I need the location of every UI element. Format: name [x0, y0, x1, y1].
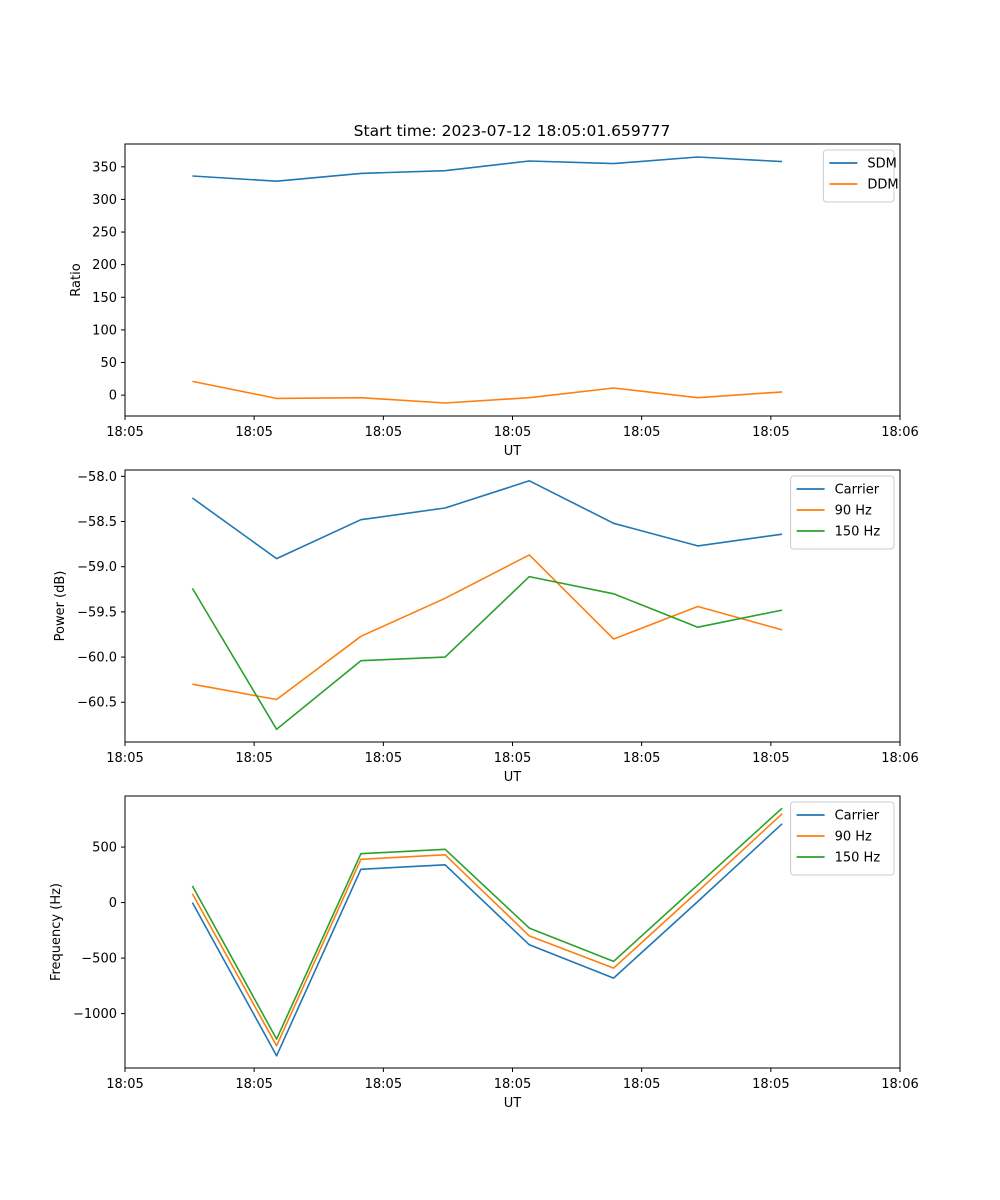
- series-line-sdm: [192, 156, 783, 182]
- x-tick-label: 18:05: [365, 425, 402, 440]
- x-tick-label: 18:05: [106, 425, 143, 440]
- legend-label: 150 Hz: [835, 851, 881, 866]
- y-tick-label: −60.0: [77, 651, 117, 666]
- y-axis-label: Frequency (Hz): [49, 883, 64, 981]
- series-line-carrier: [191, 479, 783, 560]
- y-tick-label: 250: [92, 226, 117, 241]
- y-tick-label: 0: [109, 896, 117, 911]
- axes-frame: [124, 143, 901, 417]
- series-line-90-hz: [191, 813, 783, 1047]
- x-tick-label: 18:05: [365, 751, 402, 766]
- x-tick-label: 18:05: [235, 751, 272, 766]
- y-axis-label: Ratio: [69, 263, 84, 296]
- legend-label: DDM: [867, 178, 898, 193]
- x-tick-label: 18:05: [752, 751, 789, 766]
- legend: Carrier 90 Hz 150 Hz: [790, 801, 895, 876]
- legend-label: 90 Hz: [835, 504, 872, 519]
- x-tick-label: 18:05: [623, 1077, 660, 1092]
- y-tick-label: −60.5: [77, 696, 117, 711]
- legend-label: Carrier: [835, 483, 880, 498]
- series-line-carrier: [191, 823, 783, 1057]
- x-tick-label: 18:05: [235, 1077, 272, 1092]
- chart-panel-2: 18:05 18:05 18:05 18:05 18:05 18:05 18:06 −60.5…: [53, 469, 919, 785]
- y-tick-label: −58.5: [77, 515, 117, 530]
- x-axis-label: UT: [504, 770, 522, 785]
- legend-label: 90 Hz: [835, 830, 872, 845]
- y-tick-label: 200: [92, 258, 117, 273]
- axes-frame: [124, 795, 901, 1069]
- x-tick-label: 18:05: [106, 1077, 143, 1092]
- y-tick-label: −58.0: [77, 470, 117, 485]
- x-tick-label: 18:05: [235, 425, 272, 440]
- x-tick-label: 18:06: [881, 425, 918, 440]
- x-tick-label: 18:05: [752, 425, 789, 440]
- series-line-90-hz: [192, 554, 783, 701]
- chart-panel-1: 18:05 18:05 18:05 18:05 18:05 18:05 18:06 0 50 10…: [69, 143, 919, 459]
- legend-label: 150 Hz: [835, 525, 881, 540]
- chart-panel-3: 18:05 18:05 18:05 18:05 18:05 18:05 18:06 −1000…: [49, 795, 919, 1111]
- x-tick-label: 18:05: [494, 751, 531, 766]
- x-tick-label: 18:05: [623, 425, 660, 440]
- legend-label: SDM: [867, 157, 896, 172]
- x-tick-label: 18:05: [494, 425, 531, 440]
- axes-frame: [124, 469, 901, 743]
- x-tick-label: 18:05: [623, 751, 660, 766]
- legend-label: Carrier: [835, 809, 880, 824]
- y-tick-label: −500: [81, 952, 117, 967]
- y-tick-label: 500: [92, 841, 117, 856]
- figure-title: Start time: 2023-07-12 18:05:01.659777: [354, 122, 671, 140]
- x-axis-label: UT: [504, 1096, 522, 1111]
- y-axis-label: Power (dB): [53, 571, 68, 642]
- y-tick-label: −59.5: [77, 605, 117, 620]
- legend: SDM DDM: [822, 149, 899, 203]
- legend: Carrier 90 Hz 150 Hz: [790, 475, 895, 550]
- y-tick-label: 300: [92, 193, 117, 208]
- series-line-ddm: [192, 380, 783, 404]
- x-tick-label: 18:05: [752, 1077, 789, 1092]
- x-tick-label: 18:05: [494, 1077, 531, 1092]
- y-tick-label: 0: [109, 389, 117, 404]
- x-tick-label: 18:06: [881, 751, 918, 766]
- series-line-150-hz: [191, 575, 783, 731]
- series-line-150-hz: [191, 807, 783, 1040]
- y-tick-label: 150: [92, 291, 117, 306]
- x-tick-label: 18:05: [365, 1077, 402, 1092]
- y-tick-label: 350: [92, 160, 117, 175]
- y-tick-label: −1000: [73, 1007, 117, 1022]
- x-axis-label: UT: [504, 444, 522, 459]
- x-tick-label: 18:06: [881, 1077, 918, 1092]
- y-tick-label: 50: [100, 356, 117, 371]
- x-tick-label: 18:05: [106, 751, 143, 766]
- y-tick-label: 100: [92, 323, 117, 338]
- y-tick-label: −59.0: [77, 560, 117, 575]
